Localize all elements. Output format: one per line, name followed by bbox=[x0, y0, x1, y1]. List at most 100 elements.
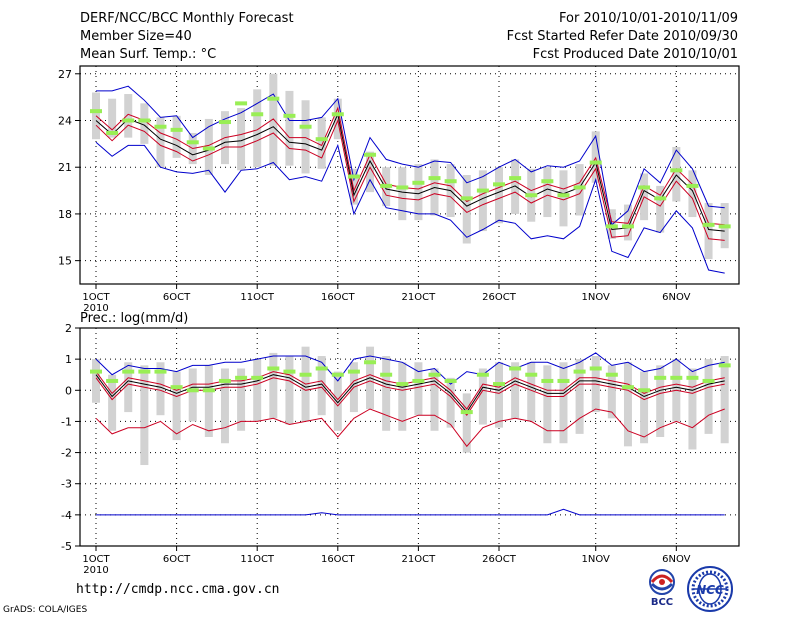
prec-range-bar bbox=[204, 365, 213, 437]
grads-credit: GrADS: COLA/IGES bbox=[3, 605, 88, 615]
temp-obs-mark bbox=[493, 182, 505, 187]
prec-range-bar bbox=[688, 368, 697, 450]
temp-obs-mark bbox=[396, 185, 409, 190]
temp-obs-mark bbox=[476, 188, 489, 193]
prec-range-bar bbox=[124, 362, 133, 413]
temp-range-bar bbox=[543, 167, 552, 218]
prec-range-bar bbox=[285, 356, 294, 425]
prec-obs-mark bbox=[299, 372, 312, 377]
prec-range-bar bbox=[495, 362, 503, 428]
prec-range-bar bbox=[478, 368, 487, 425]
temp-obs-mark bbox=[218, 120, 231, 125]
temp-obs-mark bbox=[170, 127, 183, 132]
temp-obs-mark bbox=[525, 193, 538, 198]
prec-obs-mark bbox=[90, 369, 102, 374]
temp-line-spread-low bbox=[95, 118, 725, 241]
temp-range-bar bbox=[285, 90, 294, 166]
temp-x-tick-label: 26OCT bbox=[482, 292, 517, 303]
prec-obs-mark bbox=[605, 372, 618, 377]
prec-y-tick-label: -3 bbox=[61, 478, 72, 491]
prec-obs-mark bbox=[122, 369, 135, 374]
prec-obs-mark bbox=[541, 378, 554, 383]
prec-obs-mark bbox=[380, 372, 393, 377]
prec-obs-mark bbox=[267, 366, 280, 371]
temp-line-lower bbox=[95, 141, 725, 274]
prec-x-tick-label: 21OCT bbox=[402, 554, 437, 565]
temp-range-bar bbox=[124, 94, 133, 138]
temp-obs-mark bbox=[541, 179, 554, 184]
prec-line-upper bbox=[95, 352, 725, 385]
prec-obs-mark bbox=[315, 366, 328, 371]
temp-obs-mark bbox=[718, 224, 731, 229]
prec-range-bar bbox=[640, 371, 649, 444]
temp-range-bar bbox=[269, 73, 278, 166]
temp-obs-mark bbox=[670, 168, 683, 173]
temp-y-tick-label: 21 bbox=[58, 161, 72, 174]
prec-obs-mark bbox=[702, 378, 715, 383]
prec-line-mean bbox=[95, 374, 725, 413]
source-url[interactable]: http://cmdp.ncc.cma.gov.cn bbox=[76, 582, 280, 597]
prec-range-bar bbox=[220, 368, 229, 444]
temp-obs-mark bbox=[235, 101, 248, 106]
prec-range-bar bbox=[92, 359, 100, 403]
temp-line-mean bbox=[95, 112, 725, 232]
temp-obs-mark bbox=[138, 118, 151, 123]
prec-x-tick-label: 1NOV bbox=[582, 554, 611, 565]
chart-title: DERF/NCC/BCC Monthly Forecast bbox=[80, 11, 294, 26]
temp-obs-mark bbox=[621, 224, 634, 229]
prec-y-tick-label: -2 bbox=[61, 447, 72, 460]
prec-range-bar bbox=[414, 362, 423, 416]
prec-y-tick-label: 1 bbox=[65, 353, 72, 366]
temp-obs-mark bbox=[283, 113, 296, 118]
prec-range-bar bbox=[575, 359, 584, 434]
prec-obs-mark bbox=[412, 378, 425, 383]
prec-range-bar bbox=[446, 377, 455, 428]
temp-obs-mark bbox=[154, 124, 167, 129]
ncc-logo-icon: NCC bbox=[687, 566, 733, 612]
member-size: Member Size=40 bbox=[80, 29, 192, 44]
temp-obs-mark bbox=[106, 130, 119, 135]
prec-x-year-label: 2010 bbox=[83, 565, 108, 576]
temp-range-bar bbox=[108, 98, 117, 138]
prec-range-bar bbox=[317, 356, 326, 416]
prec-obs-mark bbox=[589, 366, 602, 371]
temp-x-tick-label: 6OCT bbox=[163, 292, 191, 303]
prec-range-bar bbox=[156, 362, 165, 416]
prec-obs-mark bbox=[686, 375, 699, 380]
prec-obs-mark bbox=[476, 372, 489, 377]
temp-obs-mark bbox=[557, 193, 570, 198]
temp-obs-mark bbox=[702, 222, 715, 227]
prec-obs-mark bbox=[218, 378, 231, 383]
prec-obs-mark bbox=[460, 410, 473, 415]
prec-y-tick-label: 0 bbox=[65, 384, 72, 397]
temp-obs-mark bbox=[202, 146, 215, 151]
fcst-started-date: Fcst Started Refer Date 2010/09/30 bbox=[506, 29, 738, 44]
prec-obs-mark bbox=[202, 388, 215, 393]
temp-x-tick-label: 1OCT bbox=[82, 292, 110, 303]
temp-obs-mark bbox=[315, 137, 328, 142]
prec-range-bar bbox=[623, 362, 632, 447]
temp-range-bar bbox=[559, 170, 568, 227]
temp-obs-mark bbox=[364, 152, 377, 157]
temp-range-bar bbox=[414, 164, 423, 221]
prec-line-lower-blue bbox=[96, 508, 725, 516]
prec-obs-mark bbox=[170, 385, 183, 390]
temp-x-tick-label: 21OCT bbox=[402, 292, 437, 303]
prec-obs-mark bbox=[493, 382, 505, 387]
forecast-period: For 2010/10/01-2010/11/09 bbox=[559, 11, 738, 26]
prec-range-bar bbox=[704, 359, 713, 434]
temp-x-tick-label: 6NOV bbox=[662, 292, 691, 303]
temp-obs-mark bbox=[654, 196, 667, 201]
temp-range-bar bbox=[349, 168, 358, 205]
temp-line-upper bbox=[96, 85, 725, 226]
prec-range-bar bbox=[559, 362, 568, 444]
prec-obs-mark bbox=[638, 388, 651, 393]
temp-y-tick-label: 15 bbox=[58, 255, 72, 268]
prec-x-tick-label: 1OCT bbox=[82, 554, 110, 565]
temp-x-year-label: 2010 bbox=[83, 303, 108, 314]
temp-range-bar bbox=[253, 89, 262, 168]
prec-obs-mark bbox=[444, 378, 457, 383]
prec-line-spread-high bbox=[95, 371, 725, 410]
prec-y-tick-label: -4 bbox=[61, 509, 72, 522]
temp-range-bar bbox=[156, 117, 165, 168]
